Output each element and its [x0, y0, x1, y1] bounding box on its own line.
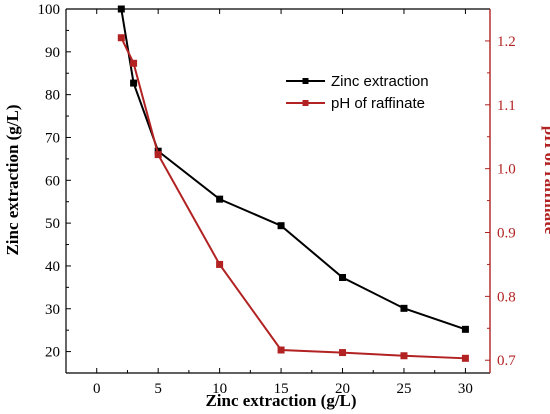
y2-tick-label: 0.7: [497, 353, 516, 369]
ph-raffinate-line: [120, 37, 466, 360]
legend-zinc-label: Zinc extraction: [331, 73, 429, 90]
y-tick-label: 40: [45, 259, 60, 275]
y-tick-label: 60: [45, 173, 60, 189]
y-tick-label: 20: [45, 345, 60, 361]
legend: Zinc extraction pH of raffinate: [286, 73, 429, 112]
ph-raffinate-point: [216, 260, 224, 268]
y-tick-label: 50: [45, 216, 60, 232]
zinc-extraction-point: [277, 222, 285, 230]
x-tick-label: 20: [335, 381, 350, 397]
zinc-extraction-point: [130, 79, 138, 87]
legend-zinc-marker: [302, 78, 309, 84]
x-tick-label: 10: [212, 381, 227, 397]
legend-ph-marker: [302, 100, 309, 106]
y-tick-label: 100: [38, 2, 61, 18]
y2-tick-label: 1.2: [497, 34, 516, 50]
legend-ph-label: pH of raffinate: [331, 95, 425, 112]
y2-axis-title: pH of raffinate: [541, 126, 550, 235]
y-axis-title: Zinc extraction (g/L): [3, 104, 22, 255]
ph-raffinate-point: [277, 346, 285, 354]
x-tick-label: 5: [154, 381, 162, 397]
ph-raffinate-point: [400, 352, 408, 360]
ph-raffinate-point: [461, 354, 469, 362]
ph-raffinate-point: [339, 349, 347, 357]
axes: 0 5 10 15 20 25 30 20 30 40 50 60 70 80 90 100 0.7 0.8 0.9…: [38, 2, 517, 397]
ph-raffinate-point: [130, 59, 138, 67]
x-tick-label: 25: [396, 381, 411, 397]
x-tick-label: 15: [274, 381, 289, 397]
y-tick-label: 70: [45, 130, 60, 146]
y-tick-label: 90: [45, 45, 60, 61]
zinc-extraction-point: [461, 325, 469, 333]
y2-tick-label: 1.0: [497, 162, 516, 178]
zinc-extraction-line: [120, 8, 466, 331]
y2-tick-label: 0.8: [497, 289, 516, 305]
x-tick-label: 0: [93, 381, 101, 397]
y2-tick-label: 1.1: [497, 98, 516, 114]
zinc-extraction-point: [216, 195, 224, 203]
y2-tick-label: 0.9: [497, 226, 516, 242]
y-tick-label: 80: [45, 88, 60, 104]
x-axis-title: Zinc extraction (g/L): [205, 391, 356, 410]
ph-raffinate-point: [154, 151, 162, 159]
y-tick-label: 30: [45, 302, 60, 318]
x-tick-label: 30: [458, 381, 473, 397]
zinc-extraction-point: [339, 274, 347, 282]
series-layer: [117, 5, 469, 362]
ph-raffinate-point: [117, 34, 125, 42]
zinc-extraction-point: [400, 304, 408, 312]
